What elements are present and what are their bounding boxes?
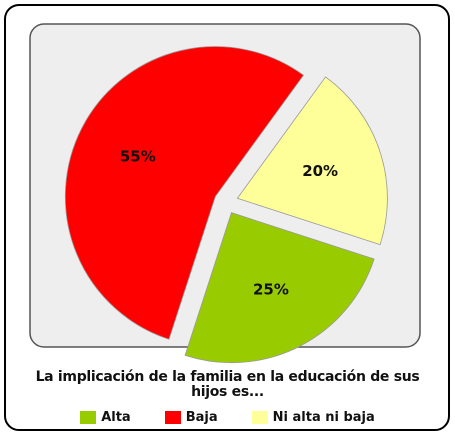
legend-label: Ni alta ni baja bbox=[272, 410, 375, 425]
pie-slice bbox=[184, 212, 375, 364]
legend-item: Baja bbox=[164, 410, 218, 425]
legend-label: Alta bbox=[101, 410, 131, 425]
chart-title: La implicación de la familia en la educa… bbox=[35, 369, 420, 400]
slice-label: 20% bbox=[302, 162, 338, 180]
legend: Alta Baja Ni alta ni baja bbox=[0, 410, 455, 425]
slice-label: 55% bbox=[120, 148, 156, 166]
pie-slice bbox=[64, 46, 305, 340]
legend-swatch bbox=[80, 411, 97, 424]
legend-item: Alta bbox=[80, 410, 131, 425]
legend-label: Baja bbox=[185, 410, 218, 425]
legend-swatch bbox=[164, 411, 181, 424]
legend-item: Ni alta ni baja bbox=[251, 410, 375, 425]
legend-swatch bbox=[251, 411, 268, 424]
pie-slice bbox=[236, 76, 388, 246]
slice-label: 25% bbox=[253, 281, 289, 299]
